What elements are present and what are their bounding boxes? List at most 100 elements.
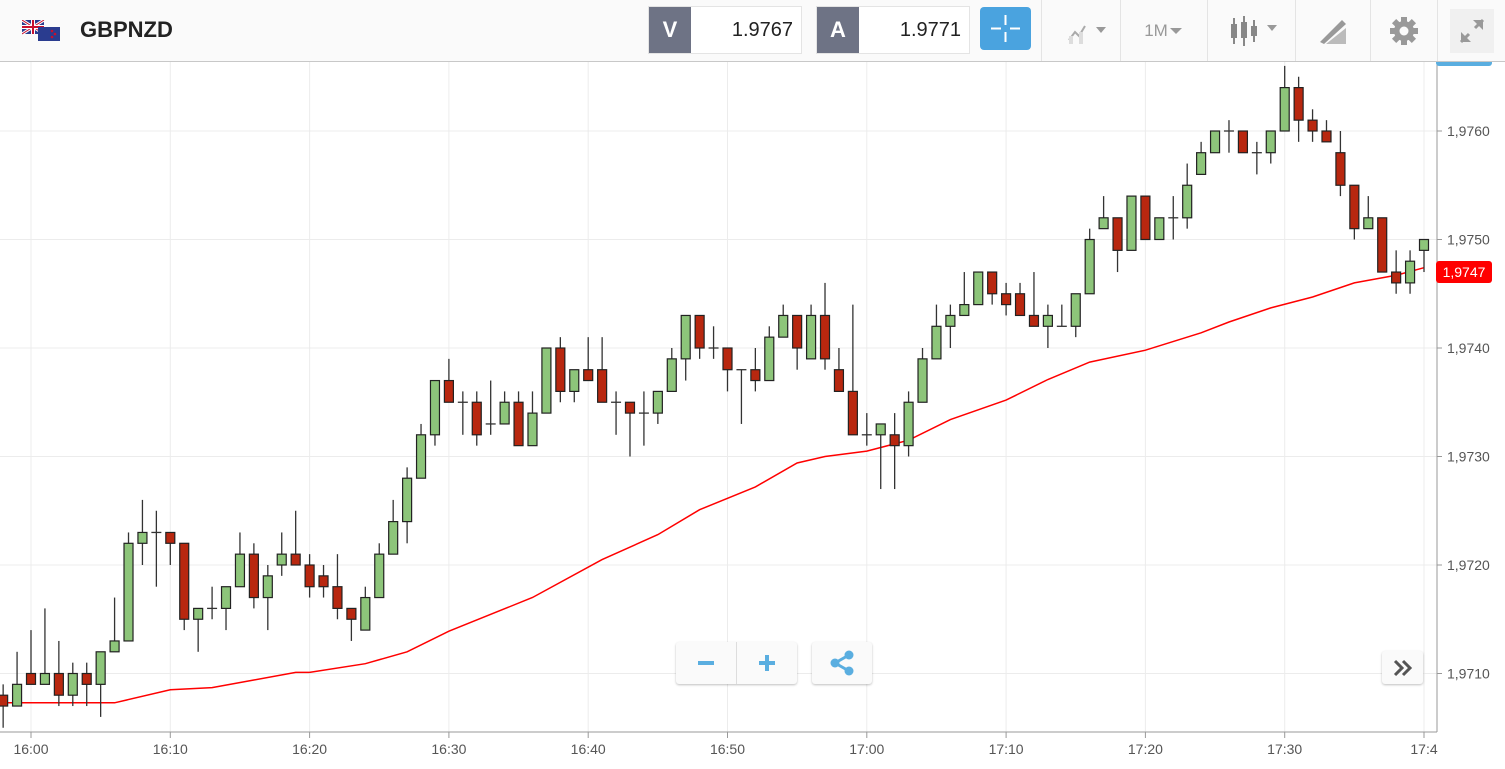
candle-body-up [931, 325, 942, 360]
candle-body-down [722, 347, 733, 371]
candle [443, 358, 454, 403]
fullscreen-button-face[interactable] [1450, 8, 1494, 53]
candle [819, 282, 831, 370]
candle [429, 379, 441, 446]
fullscreen-button[interactable] [1437, 0, 1505, 61]
buy-price-button[interactable]: A 1.9771 [816, 6, 970, 54]
candle-body-up [388, 520, 399, 555]
buy-price: 1.9771 [899, 18, 961, 41]
sell-price-button[interactable]: V 1.9767 [648, 6, 802, 54]
candle-body-up [652, 390, 663, 414]
candle [959, 272, 970, 317]
crosshair-button[interactable] [980, 7, 1031, 50]
candle-body-up [875, 423, 886, 436]
x-tick-label: 17:30 [1267, 741, 1302, 757]
candle [1265, 130, 1276, 164]
candle-body-down [833, 369, 845, 393]
candle-body-down [583, 369, 594, 382]
candle-body-down [53, 672, 64, 696]
candle [680, 314, 691, 381]
candle [248, 543, 259, 609]
candle-body-down [1000, 293, 1012, 306]
candle-body-down [1377, 217, 1388, 273]
settings-button[interactable] [1370, 0, 1437, 61]
x-tick-label: 16:40 [571, 741, 606, 757]
candle-body-down [889, 434, 900, 447]
x-tick-label: 17:4 [1410, 741, 1437, 757]
candle-body-up [123, 542, 134, 642]
candle [67, 662, 78, 707]
candle-body-up [1209, 130, 1221, 154]
candle [847, 304, 858, 436]
chart-type-dropdown[interactable] [1207, 0, 1295, 61]
candle [583, 337, 594, 382]
candle [137, 499, 148, 565]
y-axis: 1,9710 1,9720 1,9730 1,9740 1,9750 1,9760 [1437, 123, 1490, 682]
candle-body-up [67, 672, 78, 696]
candle-body-up [917, 358, 928, 403]
candle [1251, 141, 1262, 175]
candle [1335, 131, 1346, 197]
candlestick-type-icon [1230, 15, 1277, 46]
crosshair-icon [991, 15, 1020, 42]
x-tick-label: 17:10 [989, 741, 1024, 757]
candle [1321, 120, 1332, 143]
candle-body-up [276, 553, 287, 566]
candle [123, 532, 134, 642]
candle-body-up [569, 369, 580, 393]
candle [778, 304, 789, 338]
candle [374, 543, 385, 599]
candle [541, 347, 552, 414]
y-tick-label: 1,9720 [1447, 557, 1490, 573]
candle [207, 586, 218, 620]
candle [151, 510, 162, 587]
candle [611, 391, 622, 435]
candle-body-up [959, 304, 970, 317]
zoom-in-button[interactable] [737, 642, 797, 684]
candle-body-down [471, 401, 482, 436]
candle-body-up [429, 379, 441, 436]
candle-body-up [1154, 217, 1165, 241]
y-tick-label: 1,9740 [1447, 340, 1490, 356]
drawing-tools-button[interactable] [1295, 0, 1370, 61]
candle [1098, 196, 1109, 230]
candle-body-up [1042, 314, 1053, 327]
x-tick-label: 17:00 [849, 741, 884, 757]
candle-body-down [1307, 119, 1318, 132]
candle [360, 586, 371, 631]
scroll-to-latest-button[interactable] [1382, 651, 1423, 684]
candle [290, 510, 301, 566]
candle [1293, 76, 1304, 142]
timeframe-dropdown[interactable]: 1M [1120, 0, 1207, 61]
candle-body-down [1321, 130, 1332, 143]
x-tick-label: 17:20 [1128, 741, 1163, 757]
candle [109, 597, 120, 653]
x-tick-label: 16:50 [710, 741, 745, 757]
candle [485, 380, 496, 435]
candle [1307, 109, 1318, 142]
candle [1056, 304, 1067, 327]
candles-layer [0, 65, 1430, 728]
candle [332, 554, 343, 620]
timeframe-value: 1M [1144, 20, 1168, 40]
zoom-out-button[interactable] [676, 642, 737, 684]
candle-body-up [1279, 86, 1290, 132]
gear-icon [1390, 16, 1418, 45]
candle-body-up [778, 314, 789, 338]
minus-icon [698, 661, 714, 665]
share-icon [830, 650, 854, 676]
candle-body-up [109, 640, 120, 653]
indicators-button[interactable] [1041, 0, 1120, 61]
share-button[interactable] [812, 642, 872, 684]
chevron-down-icon [1169, 27, 1182, 34]
candle [736, 369, 747, 424]
candle-body-down [624, 401, 636, 414]
candle [53, 640, 64, 707]
candle [1418, 238, 1430, 273]
candle-body-up [1363, 217, 1374, 230]
moving-average-line [3, 266, 1425, 704]
candle-body-down [1140, 195, 1151, 241]
candle-body-down [750, 369, 761, 382]
buy-label: A [817, 7, 859, 53]
